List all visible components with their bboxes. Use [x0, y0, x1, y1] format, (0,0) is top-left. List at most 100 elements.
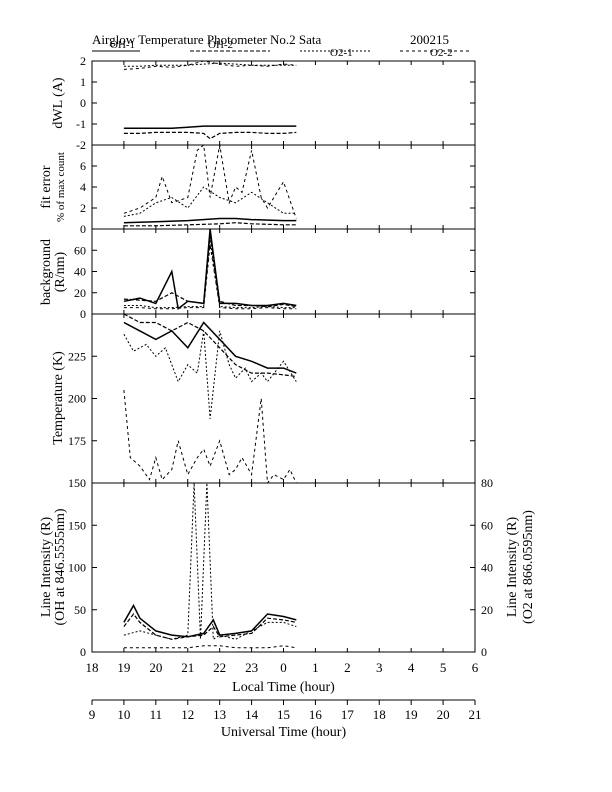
y-tick-label: 40 — [74, 265, 86, 279]
y-right-tick-label: 20 — [481, 603, 493, 617]
y-axis-label: Temperature (K) — [51, 351, 66, 445]
local-time-tick-label: 2 — [344, 660, 351, 675]
legend: OH-1 OH-2 O2-1 O2-2 — [92, 39, 470, 59]
y-axis-label-2: (OH at 846.5555nm) — [53, 508, 68, 625]
local-time-tick-label: 22 — [213, 660, 226, 675]
universal-time-tick-label: 16 — [309, 707, 323, 722]
y-tick-label: 0 — [80, 222, 86, 236]
y-tick-label: 150 — [68, 518, 86, 532]
panel-frame — [91, 313, 476, 484]
y-tick-label: 50 — [74, 603, 86, 617]
universal-time-axis: 9 10 11 12 13 14 15 16 17 18 19 20 21 Universal Time … — [89, 699, 482, 740]
y-tick-label: 60 — [74, 243, 86, 257]
local-time-tick-label: 23 — [245, 660, 258, 675]
y-axis-label: Line Intensity (R) — [39, 517, 54, 618]
series-o2-1-line — [123, 239, 297, 309]
series-oh-2-line — [123, 613, 297, 640]
y-tick-label: 175 — [68, 434, 86, 448]
y-tick-label: 0 — [80, 96, 86, 110]
y-tick-label: 4 — [80, 180, 86, 194]
y-tick-label: 225 — [68, 349, 86, 363]
series-o2-1-line — [123, 186, 297, 217]
y-right-axis-label: Line Intensity (R) — [505, 517, 520, 618]
panel-background: 60 40 20 0 background (R/nm) — [39, 228, 476, 321]
universal-time-tick-label: 17 — [341, 707, 355, 722]
series-o2-2-line — [123, 645, 297, 649]
universal-time-tick-label: 18 — [373, 707, 386, 722]
panel-dwl: 2 1 0 -1 -2 dWL (A) — [51, 54, 476, 152]
y-tick-label: 0 — [80, 645, 86, 659]
series-o2-2-line — [123, 145, 297, 219]
series-oh-2-line — [123, 222, 297, 227]
local-time-axis-label: Local Time (hour) — [232, 680, 335, 695]
panel-fit_error: 6 4 2 0 fit error% of max count — [39, 144, 476, 236]
local-time-tick-label: 4 — [408, 660, 415, 675]
y-axis-label: fit error — [39, 165, 54, 208]
series-o2-2-line — [123, 244, 297, 310]
y-tick-label: 1 — [80, 75, 86, 89]
legend-label-oh-1: OH-1 — [110, 39, 135, 51]
universal-time-tick-label: 12 — [181, 707, 194, 722]
series-o2-1-line — [123, 330, 297, 419]
local-time-tick-label: 21 — [181, 660, 194, 675]
series-oh-1-line — [123, 217, 297, 224]
y-right-tick-label: 80 — [481, 476, 493, 490]
y-axis-label-2: % of max count — [55, 152, 67, 222]
local-time-tick-label: 0 — [280, 660, 287, 675]
y-tick-label: -2 — [76, 138, 86, 152]
legend-label-o2-1: O2-1 — [330, 47, 353, 59]
universal-time-tick-label: 10 — [117, 707, 130, 722]
series-oh-1-line — [123, 321, 297, 374]
local-time-tick-label: 19 — [117, 660, 130, 675]
local-time-tick-label: 20 — [149, 660, 162, 675]
series-oh-1-line — [123, 603, 297, 638]
universal-time-tick-label: 20 — [437, 707, 450, 722]
panel-temperature: 225 200 175 150 Temperature (K) — [51, 313, 476, 490]
series-oh-2-line — [123, 234, 297, 308]
legend-label-o2-2: O2-2 — [430, 47, 453, 59]
series-oh-2-line — [123, 314, 297, 378]
y-tick-label: 2 — [80, 201, 86, 215]
local-time-tick-label: 3 — [376, 660, 383, 675]
y-tick-label: 2 — [80, 54, 86, 68]
universal-time-tick-label: 19 — [405, 707, 418, 722]
legend-label-oh-2: OH-2 — [208, 39, 233, 51]
y-tick-label: -1 — [76, 117, 86, 131]
panel-frame — [91, 144, 476, 230]
local-time-tick-label: 18 — [86, 660, 99, 675]
universal-time-tick-label: 9 — [89, 707, 96, 722]
local-time-tick-label: 5 — [440, 660, 447, 675]
local-time-tick-label: 6 — [472, 660, 479, 675]
universal-time-tick-label: 11 — [150, 707, 163, 722]
universal-time-axis-label: Universal Time (hour) — [221, 725, 347, 740]
universal-time-tick-label: 21 — [469, 707, 482, 722]
y-axis-label: dWL (A) — [51, 77, 66, 129]
y-axis-label-2: (R/nm) — [53, 251, 68, 292]
series-o2-2-line — [123, 390, 297, 483]
universal-time-tick-label: 14 — [245, 707, 259, 722]
universal-time-tick-label: 15 — [277, 707, 290, 722]
y-right-tick-label: 60 — [481, 518, 493, 532]
y-right-tick-label: 0 — [481, 645, 487, 659]
y-tick-label: 20 — [74, 286, 86, 300]
chart-date: 200215 — [410, 32, 449, 47]
y-tick-label: 6 — [80, 159, 86, 173]
y-tick-label: 100 — [68, 561, 86, 575]
chart-title: Airglow Temperature Photometer No.2 Sata — [92, 32, 322, 47]
y-tick-label: 150 — [68, 476, 86, 490]
local-time-tick-label: 1 — [312, 660, 319, 675]
series-oh-1-line — [123, 125, 297, 129]
series-o2-1-line — [123, 62, 297, 67]
series-oh-2-line — [123, 131, 297, 140]
y-tick-label: 200 — [68, 392, 86, 406]
y-tick-label: 0 — [80, 307, 86, 321]
y-right-tick-label: 40 — [481, 561, 493, 575]
universal-time-tick-label: 13 — [213, 707, 226, 722]
series-o2-1-line — [123, 483, 297, 641]
y-right-axis-label-2: (O2 at 866.0595nm) — [521, 510, 536, 624]
y-axis-label: background — [39, 239, 54, 305]
